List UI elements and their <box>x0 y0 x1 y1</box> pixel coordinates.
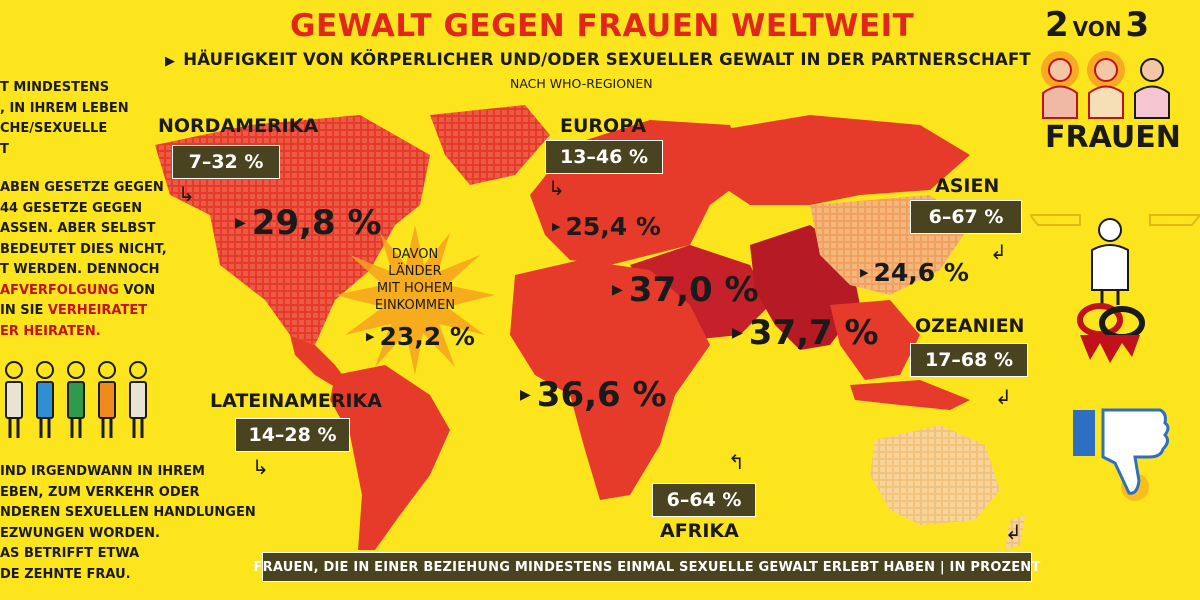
value-naher-osten: ▶ 37,0 % <box>612 270 759 310</box>
range-ozeanien: 17–68 % <box>910 343 1028 377</box>
left-bottom-line: EBEN, ZUM VERKEHR ODER <box>0 484 200 500</box>
left-mid-line: AFVERFOLGUNG VON <box>0 282 156 298</box>
triangle-right-icon: ▶ <box>732 325 743 341</box>
indonesia-shape <box>850 380 970 410</box>
thumbs-down-icon <box>1073 408 1170 501</box>
triangle-right-icon: ▶ <box>520 387 531 403</box>
left-mid-line: BEDEUTET DIES NICHT, <box>0 241 167 257</box>
curved-arrow-icon: ↳ <box>178 182 195 206</box>
subtitle-text: HÄUFIGKEIT VON KÖRPERLICHER UND/ODER SEX… <box>183 50 1031 69</box>
woman-rings-icon <box>1030 214 1200 363</box>
high-income-line-2: LÄNDER <box>388 264 442 279</box>
left-panel-mid: ABEN GESETZE GEGEN 44 GESETZE GEGEN ASSE… <box>0 178 167 342</box>
greenland-shape <box>430 105 550 185</box>
left-mid-line: ASSEN. ABER SELBST <box>0 221 156 236</box>
value-asien: ▶ 24,6 % <box>860 258 969 287</box>
africa-shape <box>510 260 710 500</box>
value-afrika: ▶ 36,6 % <box>520 375 667 415</box>
region-name-afrika: AFRIKA <box>660 520 739 542</box>
range-lateinamerika: 14–28 % <box>235 418 350 452</box>
triangle-right-icon: ▶ <box>366 330 375 343</box>
two-of-three-label: 2 VON 3 <box>1045 5 1150 45</box>
woman-figure-icon <box>36 361 54 438</box>
footer-legend: FRAUEN, DIE IN EINER BEZIEHUNG MINDESTEN… <box>254 552 1040 582</box>
high-income-label: DAVON LÄNDER MIT HOHEM EINKOMMEN <box>352 246 478 314</box>
high-income-line-4: EINKOMMEN <box>374 298 456 313</box>
page-title: GEWALT GEGEN FRAUEN WELTWEIT <box>290 8 915 44</box>
left-mid-line: IN SIE VERHEIRATET <box>0 303 148 318</box>
southeast-asia-shape <box>830 300 920 380</box>
triangle-right-icon: ▶ <box>235 215 246 231</box>
region-name-lateinamerika: LATEINAMERIKA <box>210 390 382 412</box>
left-mid-line: T WERDEN. DENNOCH <box>0 262 160 277</box>
south-america-shape <box>330 365 450 550</box>
subtitle-note: NACH WHO-REGIONEN <box>510 76 653 91</box>
range-nordamerika: 7–32 % <box>172 145 280 179</box>
starburst-shape <box>335 225 495 375</box>
middle-east-shape <box>630 245 770 340</box>
curved-arrow-icon: ↲ <box>1005 520 1022 544</box>
woman-figure-icon <box>129 361 147 438</box>
curved-arrow-icon: ↲ <box>995 385 1012 409</box>
three-women-icon <box>1041 51 1170 119</box>
range-europa: 13–46 % <box>545 140 663 174</box>
triangle-right-icon: ▶ <box>552 220 561 233</box>
woman-figure-icon <box>5 361 23 438</box>
left-mid-line: 44 GESETZE GEGEN <box>0 200 143 216</box>
region-name-asien: ASIEN <box>935 175 1000 197</box>
women-figures-row <box>5 361 147 438</box>
russia-shape <box>690 115 970 205</box>
left-bottom-line: AS BETRIFFT ETWA <box>0 546 140 561</box>
triangle-right-icon: ▶ <box>612 282 623 298</box>
left-top-line: T MINDESTENS <box>0 80 110 95</box>
new-zealand-shape <box>1005 515 1025 550</box>
curved-arrow-icon: ↰ <box>728 450 745 474</box>
left-top-line: , IN IHREM LEBEN <box>0 100 129 116</box>
left-bottom-line: EZWUNGEN WORDEN. <box>0 525 160 541</box>
value-europa: ▶ 25,4 % <box>552 212 661 241</box>
curved-arrow-icon: ↳ <box>548 176 565 200</box>
curved-arrow-icon: ↲ <box>990 240 1007 264</box>
region-name-ozeanien: OZEANIEN <box>915 315 1025 337</box>
region-name-europa: EUROPA <box>560 115 647 137</box>
curved-arrow-icon: ↳ <box>252 455 269 479</box>
left-top-line: CHE/SEXUELLE <box>0 121 108 136</box>
left-panel-top: T MINDESTENS , IN IHREM LEBEN CHE/SEXUEL… <box>0 78 129 160</box>
left-top-line: T <box>0 141 9 157</box>
high-income-line-3: MIT HOHEM <box>376 281 454 296</box>
page-subtitle: ▶ HÄUFIGKEIT VON KÖRPERLICHER UND/ODER SE… <box>165 50 1031 69</box>
range-afrika: 6–64 % <box>652 483 756 517</box>
left-red-text: VERHEIRATET <box>47 303 148 318</box>
high-income-line-1: DAVON <box>391 247 439 262</box>
left-bottom-line: NDEREN SEXUELLEN HANDLUNGEN <box>0 505 256 520</box>
high-income-value: ▶ 23,2 % <box>366 322 475 351</box>
left-mid-line: ABEN GESETZE GEGEN <box>0 180 164 195</box>
woman-figure-icon <box>98 361 116 438</box>
left-bottom-line: DE ZEHNTE FRAU. <box>0 566 131 582</box>
woman-figure-icon <box>67 361 85 438</box>
left-red-text: AFVERFOLGUNG <box>0 282 119 298</box>
triangle-right-icon: ▶ <box>165 54 176 69</box>
left-mid-line: ER HEIRATEN. <box>0 323 101 339</box>
triangle-right-icon: ▶ <box>860 266 869 279</box>
frauen-label: FRAUEN <box>1045 120 1181 155</box>
value-suedostasien: ▶ 37,7 % <box>732 313 879 353</box>
region-name-nordamerika: NORDAMERIKA <box>158 115 319 137</box>
australia-shape <box>870 425 1000 525</box>
left-panel-bottom: IND IRGENDWANN IN IHREM EBEN, ZUM VERKEH… <box>0 462 256 585</box>
value-nordamerika: ▶ 29,8 % <box>235 203 382 243</box>
range-asien: 6–67 % <box>910 200 1022 234</box>
left-bottom-line: IND IRGENDWANN IN IHREM <box>0 464 205 479</box>
